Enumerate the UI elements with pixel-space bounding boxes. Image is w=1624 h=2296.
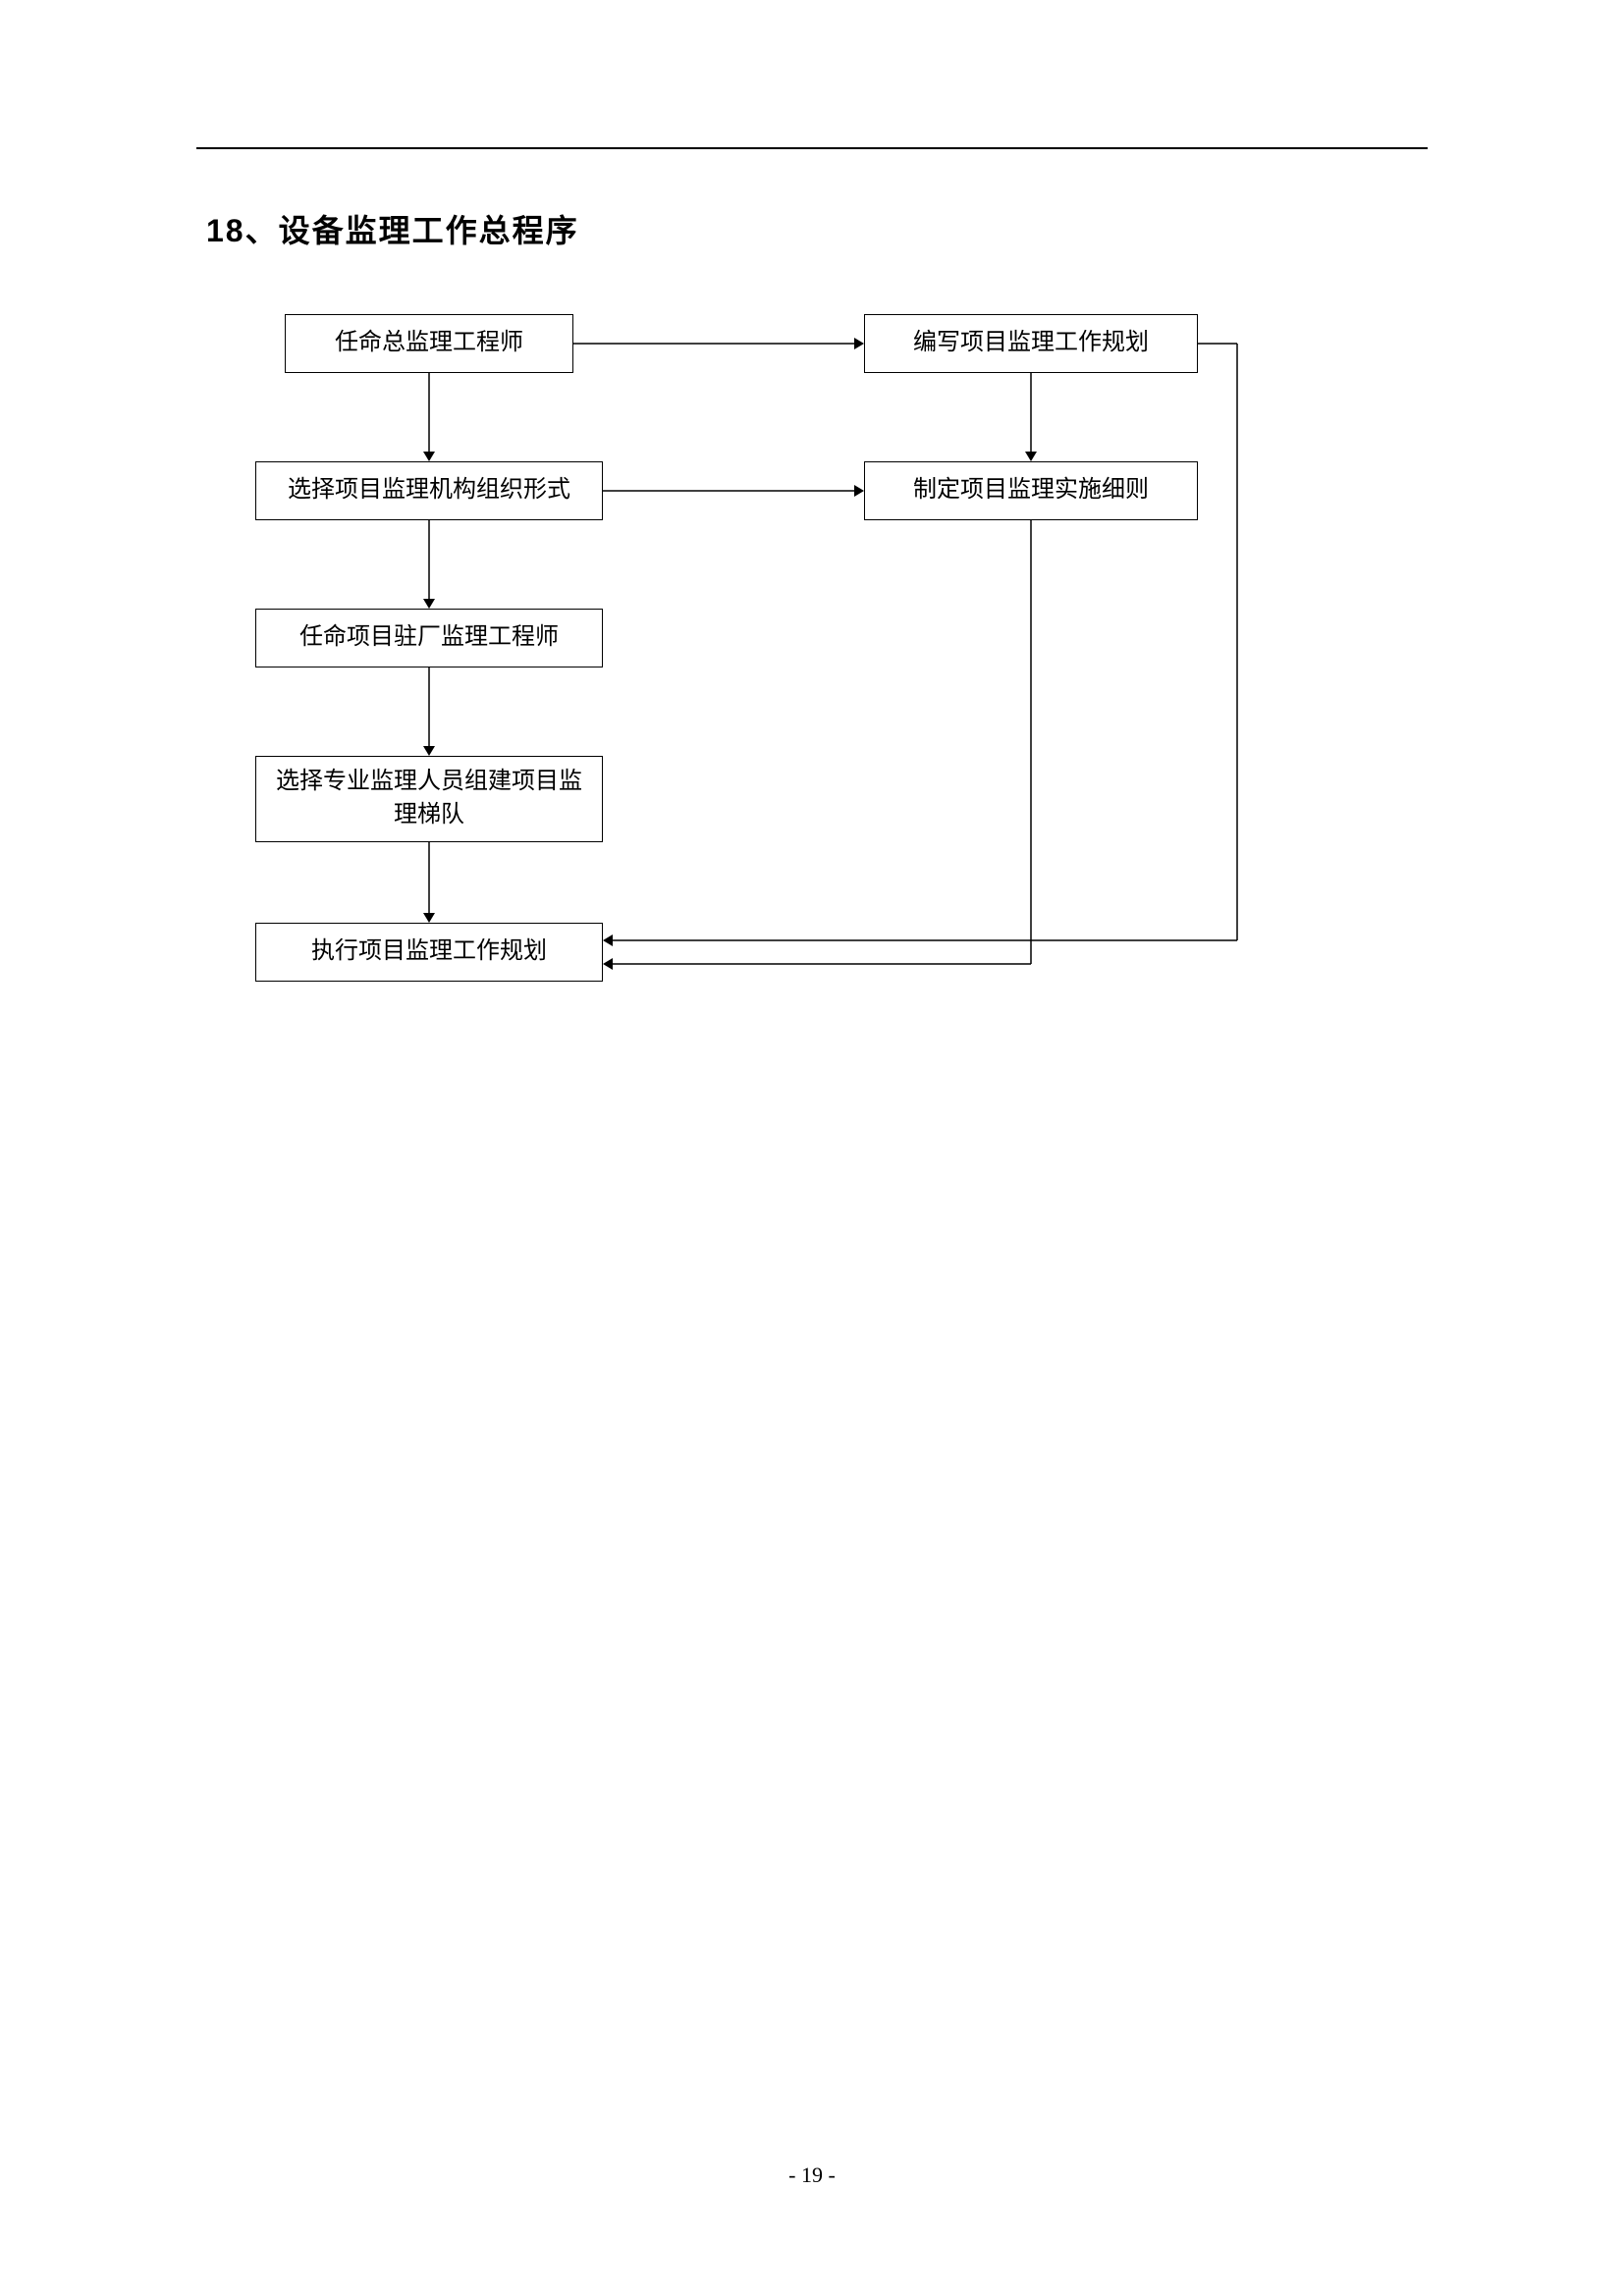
section-title: 18、设备监理工作总程序 (206, 206, 579, 251)
flowchart-node-n4: 制定项目监理实施细则 (864, 461, 1198, 520)
flowchart-node-n7: 执行项目监理工作规划 (255, 923, 603, 982)
flowchart-node-n3: 选择项目监理机构组织形式 (255, 461, 603, 520)
flowchart-node-n2: 编写项目监理工作规划 (864, 314, 1198, 373)
flowchart-node-n5: 任命项目驻厂监理工程师 (255, 609, 603, 667)
flowchart-node-n6: 选择专业监理人员组建项目监理梯队 (255, 756, 603, 842)
flowchart-container: 任命总监理工程师 编写项目监理工作规划选择项目监理机构组织形式 制定项目监理实施细则… (196, 314, 1428, 1198)
document-page: 18、设备监理工作总程序 任命总监理工程师 编写项目监理工作规划选择项目监理机构组… (0, 0, 1624, 2296)
header-rule (196, 147, 1428, 149)
page-number: - 19 - (0, 2163, 1624, 2188)
flowchart-node-n1: 任命总监理工程师 (285, 314, 573, 373)
